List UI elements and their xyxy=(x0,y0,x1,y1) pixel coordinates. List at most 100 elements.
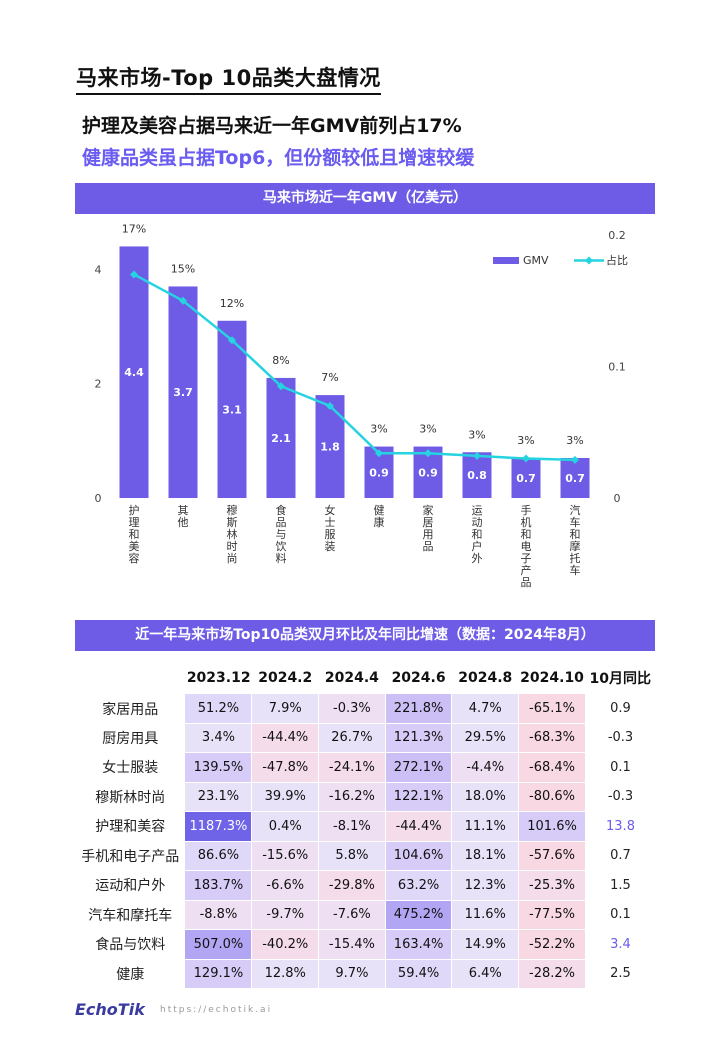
share-label: 15% xyxy=(171,262,195,275)
growth-cell: 121.3% xyxy=(385,723,453,753)
table-header-cell: 2024.6 xyxy=(391,670,446,686)
growth-cell: 11.6% xyxy=(451,900,520,930)
gmv-bar xyxy=(511,457,541,498)
growth-cell: 139.5% xyxy=(185,752,253,783)
table-header-row: 2023.12 2024.2 2024.4 2024.6 2024.8 2024.10 10… xyxy=(75,662,655,694)
table-header-cell: 10月同比 xyxy=(589,671,651,687)
bar-value-label: 0.7 xyxy=(516,472,536,485)
x-tick-label: 服 xyxy=(325,528,336,541)
x-tick-label: 尚 xyxy=(227,551,238,565)
x-tick-label: 康 xyxy=(374,515,385,529)
growth-cell: -0.3% xyxy=(318,694,386,724)
x-tick-label: 托 xyxy=(570,551,581,565)
gmv-bar xyxy=(119,246,149,498)
x-tick-label: 容 xyxy=(129,551,140,565)
growth-cell: -8.8% xyxy=(185,900,253,930)
growth-cell: -9.7% xyxy=(251,900,320,930)
x-tick-label: 食 xyxy=(276,503,287,517)
growth-cell: 6.4% xyxy=(451,959,520,989)
growth-cell: -4.4% xyxy=(451,752,520,783)
table-banner: 近一年马来市场Top10品类双月环比及年同比增速（数据：2024年8月） xyxy=(75,620,655,651)
row-category: 食品与饮料 xyxy=(95,937,166,954)
growth-cell: 63.2% xyxy=(385,870,453,901)
y-tick-label: 2 xyxy=(95,378,102,391)
row-category: 厨房用具 xyxy=(102,730,159,747)
yoy-cell: 0.1 xyxy=(610,907,631,923)
table-body: 家居用品 51.2% 7.9% -0.3% 221.8% 4.7% -65.1% 0.9 厨房用… xyxy=(75,694,655,989)
growth-cell: -52.2% xyxy=(518,929,586,960)
row-category: 家居用品 xyxy=(102,701,159,718)
share-point xyxy=(130,270,138,279)
table-header-cell: 2023.12 xyxy=(186,670,251,686)
footer-url[interactable]: https://echotik.ai xyxy=(160,1005,273,1015)
share-point xyxy=(424,449,432,458)
growth-cell: -16.2% xyxy=(318,782,386,812)
x-tick-label: 摩 xyxy=(570,539,581,553)
legend-share-marker xyxy=(585,256,593,265)
share-label: 12% xyxy=(220,297,244,310)
growth-cell: -28.2% xyxy=(518,959,586,989)
growth-cell: 26.7% xyxy=(318,723,386,753)
growth-cell: -29.8% xyxy=(318,870,386,901)
growth-cell: 39.9% xyxy=(251,782,320,812)
row-category: 汽车和摩托车 xyxy=(88,907,173,924)
x-tick-label: 动 xyxy=(472,516,483,529)
growth-cell: 51.2% xyxy=(185,694,253,724)
row-category: 穆斯林时尚 xyxy=(95,789,166,806)
bar-value-label: 3.7 xyxy=(173,386,193,399)
x-tick-label: 与 xyxy=(276,528,287,541)
bar-value-label: 3.1 xyxy=(222,403,242,416)
y2-tick-label: 0 xyxy=(614,492,621,505)
growth-cell: -68.4% xyxy=(518,752,586,783)
growth-cell: -68.3% xyxy=(518,723,586,753)
bar-value-label: 0.8 xyxy=(467,469,487,482)
x-tick-label: 居 xyxy=(423,516,434,529)
x-tick-label: 林 xyxy=(227,527,238,541)
growth-cell: 7.9% xyxy=(251,694,320,724)
bar-value-label: 2.1 xyxy=(271,432,291,445)
yoy-cell: -0.3 xyxy=(607,789,634,805)
subtitle-secondary: 健康品类虽占据Top6，但份额较低且增速较缓 xyxy=(82,147,475,169)
growth-cell: 475.2% xyxy=(385,900,453,930)
x-tick-label: 户 xyxy=(472,539,483,553)
growth-cell: -15.6% xyxy=(251,841,320,871)
table-row: 厨房用具 3.4% -44.4% 26.7% 121.3% 29.5% -68.3% -0.3 xyxy=(75,723,655,753)
yoy-cell: -0.3 xyxy=(607,730,634,746)
growth-cell: 1187.3% xyxy=(185,811,253,842)
x-tick-label: 理 xyxy=(129,516,140,529)
yoy-cell: 0.7 xyxy=(610,848,631,864)
growth-cell: 11.1% xyxy=(451,811,520,842)
bar-value-label: 4.4 xyxy=(124,366,144,379)
x-tick-label: 车 xyxy=(570,563,581,577)
gmv-bar xyxy=(168,286,198,498)
yoy-cell: 2.5 xyxy=(610,966,631,982)
legend-share-label: 占比 xyxy=(606,253,628,267)
y2-tick-label: 0.2 xyxy=(608,229,626,242)
growth-cell: -57.6% xyxy=(518,841,586,871)
growth-cell: -77.5% xyxy=(518,900,586,930)
table-row: 女士服装 139.5% -47.8% -24.1% 272.1% -4.4% -68.4% 0… xyxy=(75,752,655,783)
table-row: 食品与饮料 507.0% -40.2% -15.4% 163.4% 14.9% -52.2%… xyxy=(75,929,655,960)
table-row: 手机和电子产品 86.6% -15.6% 5.8% 104.6% 18.1% -57.6% 0… xyxy=(75,841,655,871)
x-tick-label: 运 xyxy=(472,504,483,517)
bar-value-label: 0.9 xyxy=(369,466,389,479)
table-row: 护理和美容 1187.3% 0.4% -8.1% -44.4% 11.1% 101.6% 13… xyxy=(75,811,655,842)
share-point xyxy=(522,454,530,463)
yoy-cell: 0.9 xyxy=(610,701,631,716)
growth-cell: -15.4% xyxy=(318,929,386,960)
growth-cell: 101.6% xyxy=(518,811,586,842)
growth-cell: -8.1% xyxy=(318,811,386,842)
share-point xyxy=(375,449,383,458)
growth-cell: 23.1% xyxy=(185,782,253,812)
growth-cell: 59.4% xyxy=(385,959,453,989)
table-header-cell: 2024.10 xyxy=(520,670,584,686)
x-tick-label: 产 xyxy=(521,563,532,577)
table-header-cell: 2024.2 xyxy=(258,670,313,686)
growth-cell: 14.9% xyxy=(451,929,520,960)
gmv-bar xyxy=(266,377,296,498)
x-tick-label: 美 xyxy=(129,540,140,553)
row-category: 女士服装 xyxy=(102,760,159,777)
share-point xyxy=(571,455,579,464)
growth-table-container: 2023.12 2024.2 2024.4 2024.6 2024.8 2024.10 10… xyxy=(75,662,655,989)
yoy-cell: 1.5 xyxy=(610,877,631,893)
